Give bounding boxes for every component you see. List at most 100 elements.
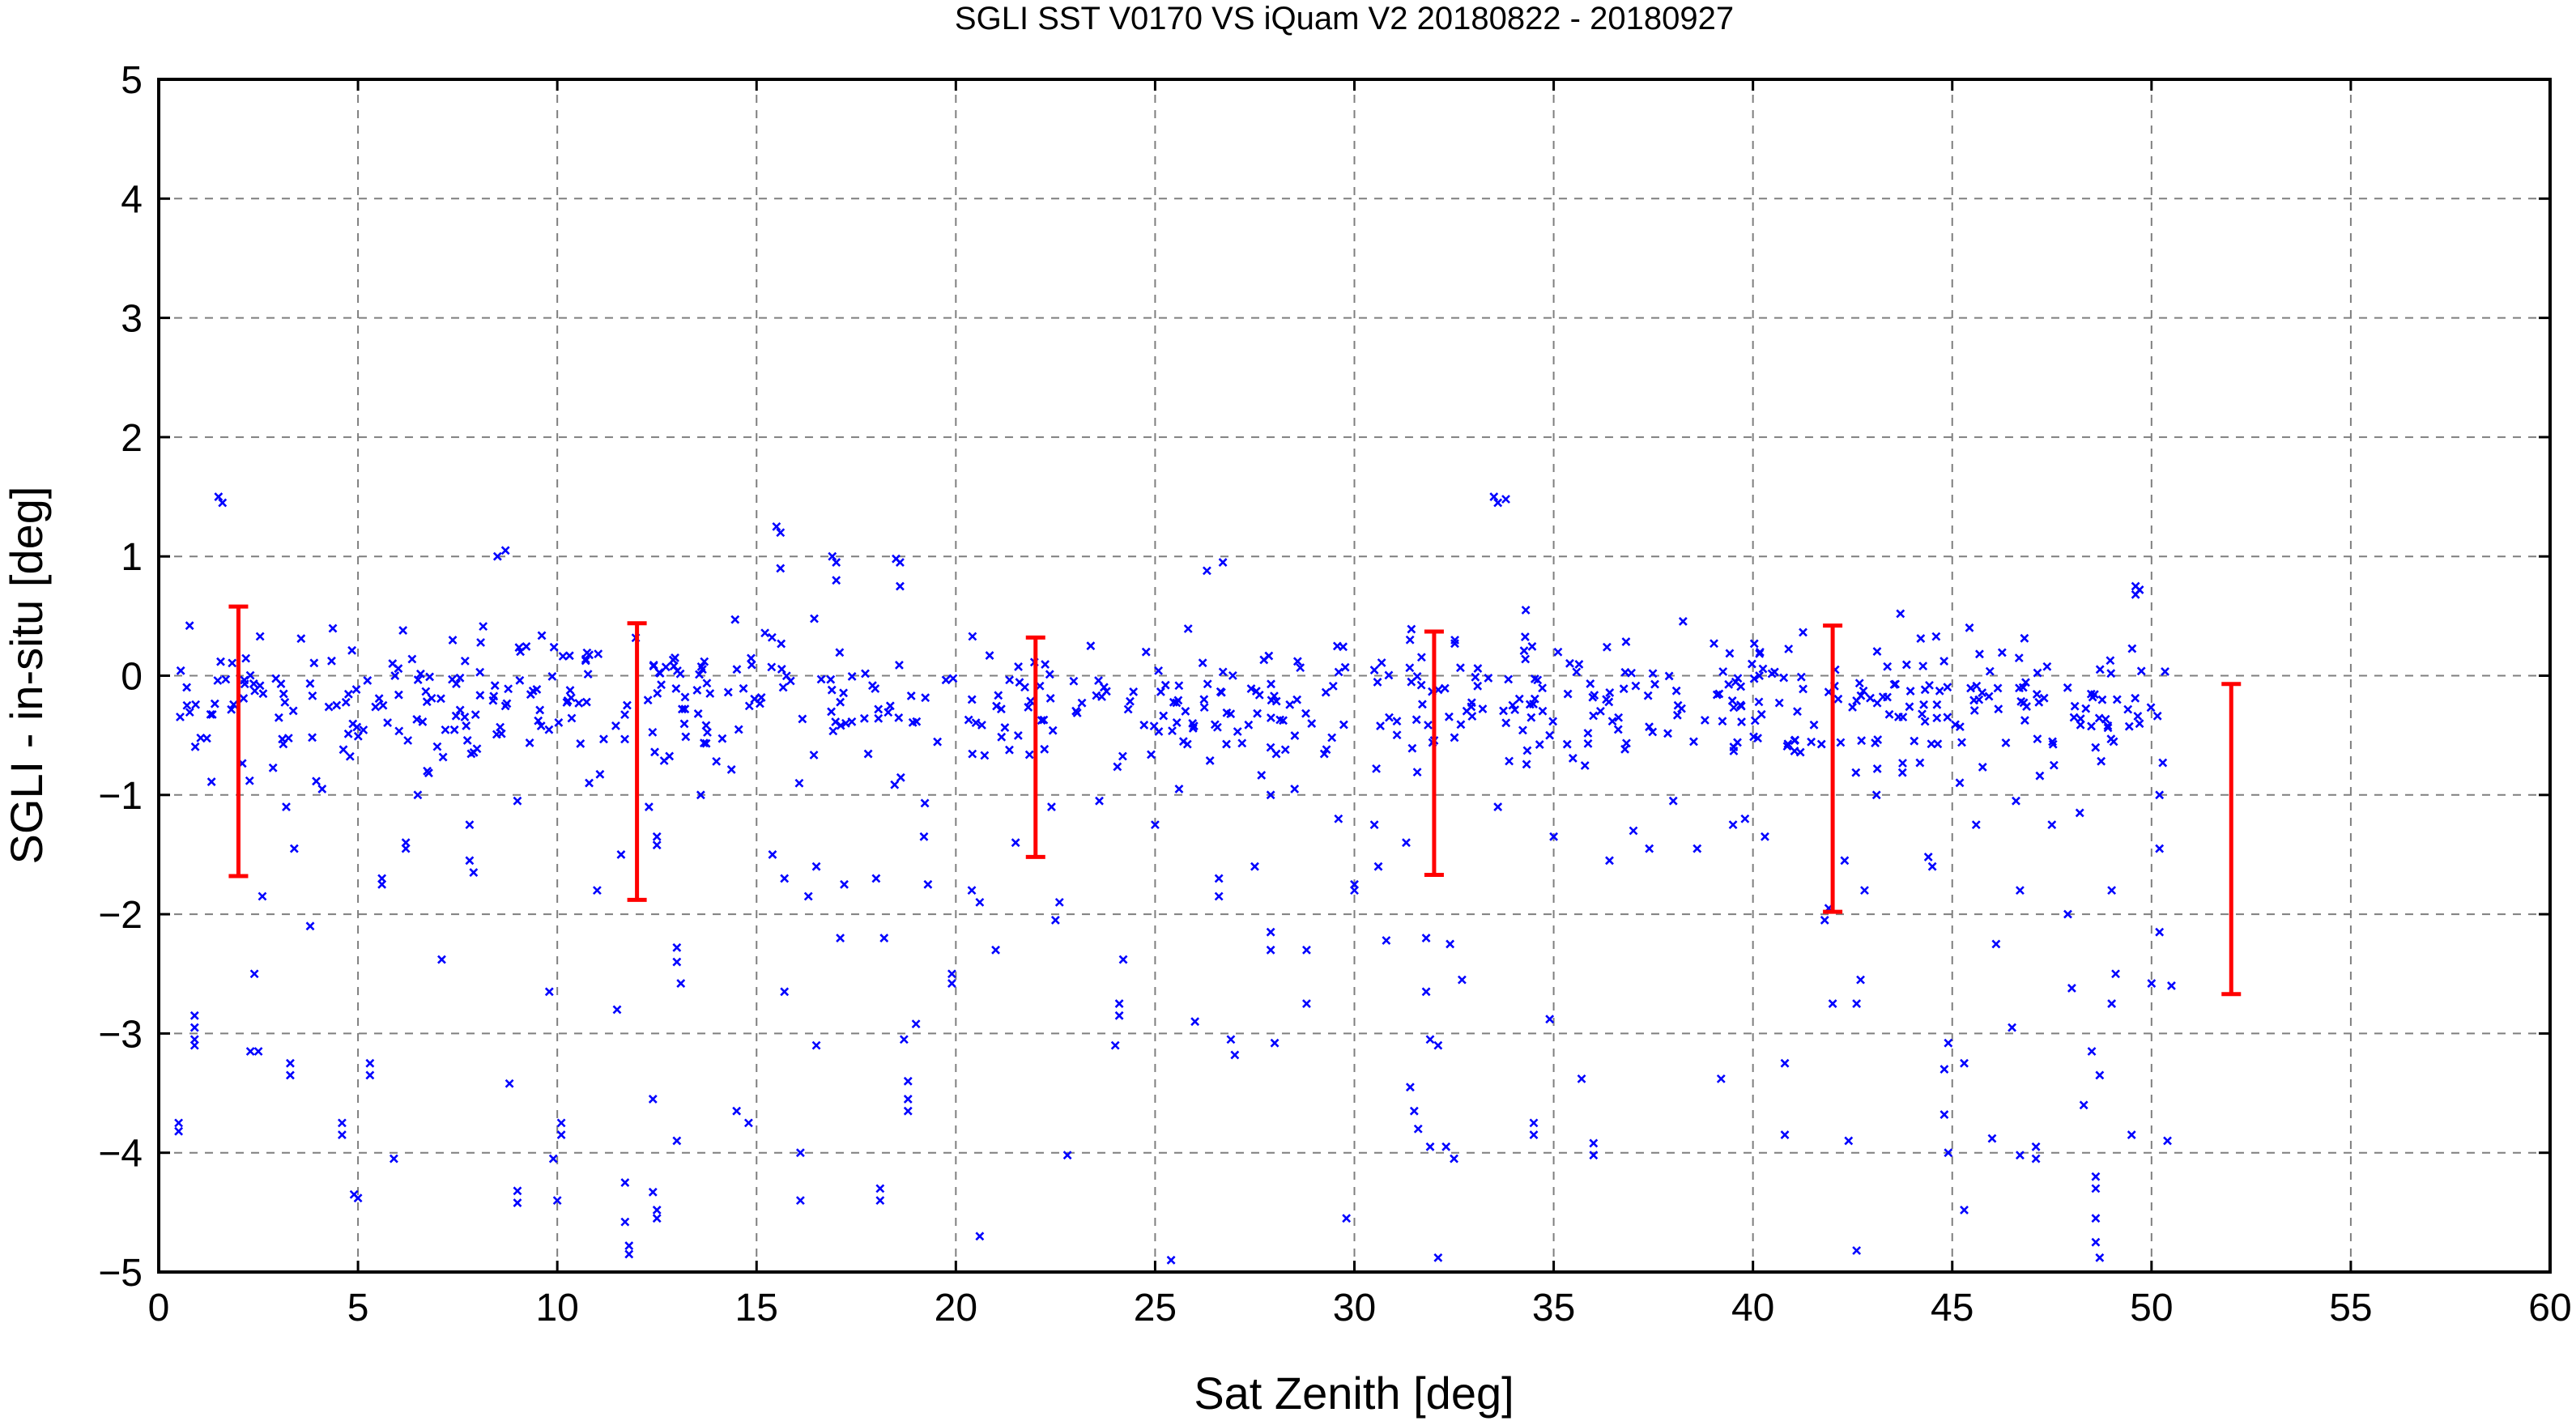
data-point [403,736,413,745]
data-point [874,704,884,714]
data-point [1622,738,1631,748]
data-point [1580,761,1590,770]
data-point [1645,722,1654,732]
data-point [279,739,288,749]
data-point [875,1184,885,1193]
data-point [1405,1083,1415,1092]
error-bar [627,621,647,902]
data-point [1095,796,1104,806]
data-point [997,732,1007,742]
data-point [1872,698,1882,708]
data-point [174,1126,184,1136]
data-point [1181,706,1190,716]
data-point [1222,739,1231,749]
data-point [1520,632,1530,641]
data-point [776,528,786,538]
x-tick-label: 60 [2528,1287,2571,1330]
x-tick-label: 20 [935,1287,977,1330]
data-point [1767,669,1777,679]
data-point [228,658,237,668]
data-point [407,654,417,664]
data-point [240,675,249,685]
data-point [2106,669,2116,679]
data-point [941,675,951,685]
data-point [1784,645,1794,653]
data-point [1147,750,1156,759]
data-point [1807,737,1816,747]
data-point [2103,721,2113,730]
data-point [1072,708,1082,717]
data-point [652,1205,662,1215]
data-point [2091,1214,2101,1223]
data-point [1795,747,1805,757]
data-point [1859,686,1868,696]
data-point [377,879,387,889]
data-point [1230,1050,1240,1060]
data-point [1478,704,1488,713]
data-point [337,1118,347,1128]
data-point [462,736,472,745]
data-point [1174,785,1184,793]
data-point [1755,647,1765,657]
data-point [2008,1023,2016,1032]
data-point [207,777,216,786]
data-point [1369,820,1379,830]
data-point [1574,660,1584,669]
data-point [2047,820,2057,830]
data-point [413,675,423,684]
data-point [1172,698,1182,708]
data-point [1270,1038,1279,1048]
data-point [1955,778,1965,788]
data-point [1054,897,1064,907]
data-point [1412,768,1422,777]
data-point [1522,759,1531,769]
data-point [676,979,686,988]
data-point [2091,1184,2101,1193]
x-tick-label: 50 [2130,1287,2173,1330]
data-point [343,729,353,738]
data-point [1405,635,1415,645]
x-axis-title: Sat Zenith [deg] [1194,1368,1514,1419]
data-point [611,721,620,730]
data-point [1166,1255,1176,1265]
data-point [1190,1017,1200,1027]
y-tick-label: 0 [121,656,143,699]
data-point [544,725,554,734]
data-point [289,844,299,853]
data-point [1548,717,1558,726]
data-point [861,669,870,679]
data-point [726,765,736,774]
data-point [1678,616,1688,626]
data-point [1450,1154,1458,1164]
data-point [288,706,298,716]
data-point [675,669,685,679]
data-point [1384,670,1394,680]
data-point [1799,628,1807,637]
data-point [280,697,290,707]
data-point [832,576,841,585]
error-bar [1025,635,1045,859]
y-tick-label: 5 [121,59,143,102]
data-point [1672,710,1682,720]
x-tick-label: 15 [735,1287,778,1330]
data-point [1373,678,1382,687]
data-point [1013,730,1023,740]
data-point [1077,698,1087,708]
data-point [1774,698,1784,708]
error-bar [1823,623,1843,914]
data-point [548,1154,558,1164]
data-point [1290,731,1300,740]
data-point [1565,658,1574,668]
data-point [968,749,977,759]
data-point [595,769,605,779]
data-point [1024,750,1034,759]
data-point [1471,672,1480,682]
data-point [1725,649,1735,658]
data-point [2155,790,2165,800]
data-point [1407,743,1417,753]
data-point [1525,700,1535,709]
data-point [1866,693,1875,703]
data-point [828,726,838,736]
data-point [1749,639,1759,649]
